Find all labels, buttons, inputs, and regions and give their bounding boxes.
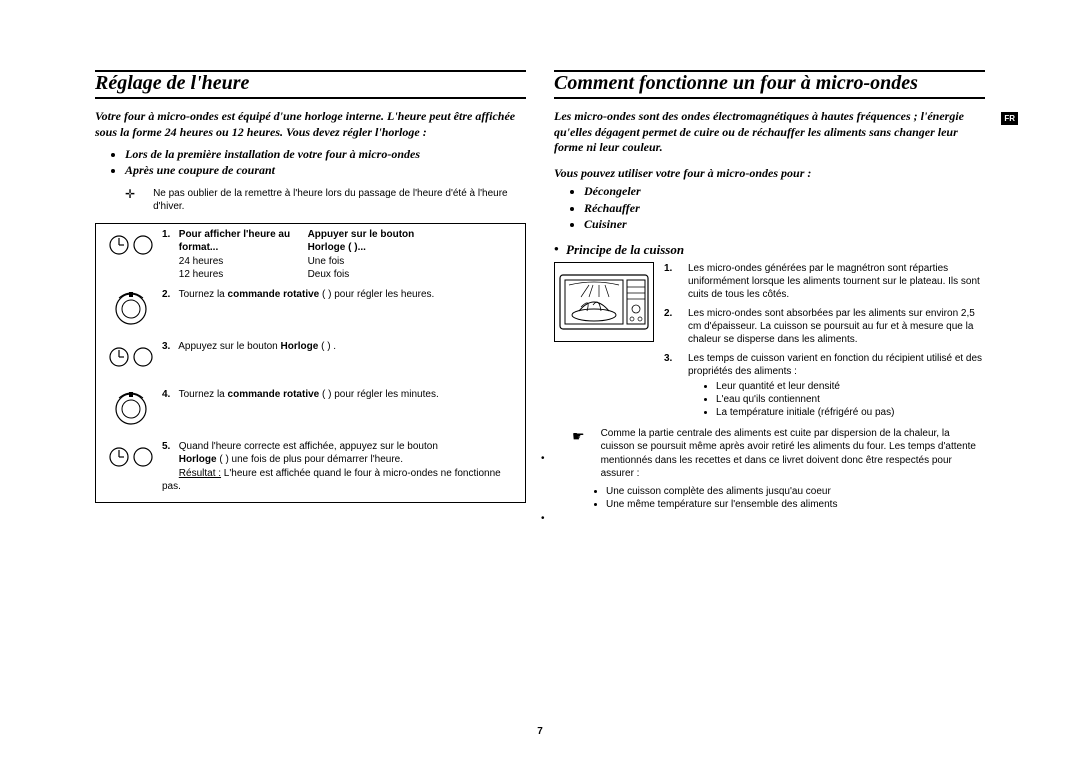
step-3-text: 3. Appuyez sur le bouton Horloge ( ) . <box>160 338 519 354</box>
intro-item: Lors de la première installation de votr… <box>125 146 526 162</box>
uses-item: Décongeler <box>584 183 985 199</box>
step-1-text: 1. Pour afficher l'heure au format... 24… <box>160 226 519 282</box>
step-4-text: 4. Tournez la commande rotative ( ) pour… <box>160 386 519 402</box>
pointer-text: Comme la partie centrale des aliments es… <box>601 427 985 481</box>
right-subheading: •Principe de la cuisson <box>554 242 985 258</box>
principle-3: 3. Les temps de cuisson varient en fonct… <box>664 352 985 419</box>
after-list: Une cuisson complète des aliments jusqu'… <box>554 485 985 512</box>
step-4-icon <box>102 386 160 428</box>
right-title: Comment fonctionne un four à micro-ondes <box>554 72 985 97</box>
principle-2: 2.Les micro-ondes sont absorbées par les… <box>664 307 985 346</box>
step-row-3: 3. Appuyez sur le bouton Horloge ( ) . <box>96 336 525 384</box>
step-row-5: 5. Quand l'heure correcte est affichée, … <box>96 436 525 502</box>
step-3-icon <box>102 338 160 376</box>
list-item: L'eau qu'ils contiennent <box>716 393 985 406</box>
note-text: Ne pas oublier de la remettre à l'heure … <box>153 187 526 213</box>
uses-item: Réchauffer <box>584 200 985 216</box>
step-row-2: 2. Tournez la commande rotative ( ) pour… <box>96 284 525 336</box>
step-2-text: 2. Tournez la commande rotative ( ) pour… <box>160 286 519 302</box>
step-row-4: 4. Tournez la commande rotative ( ) pour… <box>96 384 525 436</box>
step-5-icon <box>102 438 160 476</box>
microwave-icon <box>554 262 654 342</box>
uses-item: Cuisiner <box>584 216 985 232</box>
left-intro-list: Lors de la première installation de votr… <box>95 146 526 178</box>
step-2-icon <box>102 286 160 328</box>
intro-item: Après une coupure de courant <box>125 162 526 178</box>
right-column: Comment fonctionne un four à micro-ondes… <box>554 70 985 723</box>
uses-list: Décongeler Réchauffer Cuisiner <box>554 183 985 232</box>
note-row: ✛ Ne pas oublier de la remettre à l'heur… <box>125 187 526 213</box>
left-heading-rule: Réglage de l'heure <box>95 70 526 99</box>
list-item: Une même température sur l'ensemble des … <box>606 498 985 512</box>
list-item: Leur quantité et leur densité <box>716 380 985 393</box>
language-badge: FR <box>1001 112 1018 125</box>
steps-box: 1. Pour afficher l'heure au format... 24… <box>95 223 526 503</box>
left-column: Réglage de l'heure Votre four à micro-on… <box>95 70 526 723</box>
right-heading-rule: Comment fonctionne un four à micro-ondes <box>554 70 985 99</box>
step-5-text: 5. Quand l'heure correcte est affichée, … <box>160 438 519 494</box>
left-title: Réglage de l'heure <box>95 72 526 97</box>
principle-3-list: Leur quantité et leur densité L'eau qu'i… <box>688 380 985 419</box>
pointer-row: ☛ Comme la partie centrale des aliments … <box>572 427 985 481</box>
page-number: 7 <box>0 726 1080 737</box>
right-para2: Vous pouvez utiliser votre four à micro-… <box>554 166 985 182</box>
list-item: Une cuisson complète des aliments jusqu'… <box>606 485 985 499</box>
left-intro: Votre four à micro-ondes est équipé d'un… <box>95 109 526 140</box>
list-item: La température initiale (réfrigéré ou pa… <box>716 406 985 419</box>
pointer-icon: ☛ <box>572 427 585 446</box>
step-1-icon <box>102 226 160 264</box>
step-row-1: 1. Pour afficher l'heure au format... 24… <box>96 224 525 284</box>
right-intro: Les micro-ondes sont des ondes électroma… <box>554 109 985 156</box>
principle-1: 1.Les micro-ondes générées par le magnét… <box>664 262 985 301</box>
decorative-dots: •• <box>541 429 545 549</box>
note-icon: ✛ <box>125 187 135 203</box>
microwave-block: 1.Les micro-ondes générées par le magnét… <box>554 262 985 419</box>
